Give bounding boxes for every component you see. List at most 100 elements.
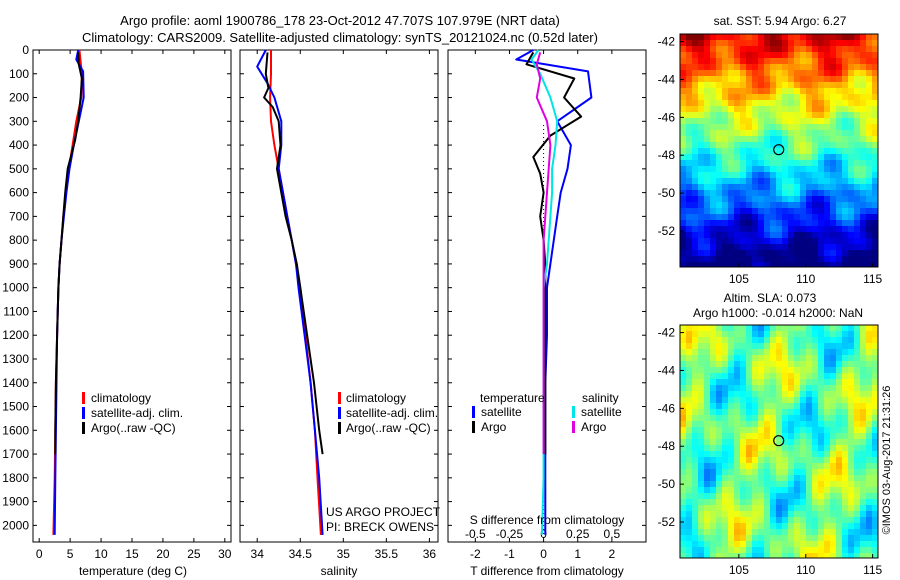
heatmap-cell [866,325,873,332]
heatmap-cell [800,421,807,428]
heatmap-cell [824,469,831,476]
heatmap-cell [746,226,753,233]
heatmap-cell [728,142,735,149]
heatmap-cell [716,487,723,494]
heatmap-cell [740,499,747,506]
heatmap-cell [842,52,849,59]
heatmap-cell [734,70,741,77]
heatmap-cell [740,244,747,251]
heatmap-cell [806,196,813,203]
heatmap-cell [692,124,699,131]
heatmap-cell [872,178,878,185]
heatmap-cell [782,238,789,245]
heatmap-cell [710,415,717,422]
heatmap-cell [812,202,819,209]
heatmap-cell [758,64,765,71]
heatmap-cell [710,535,717,542]
heatmap-cell [824,547,831,554]
heatmap-cell [764,154,771,161]
heatmap-cell [692,166,699,173]
heatmap-cell [818,214,825,221]
heatmap-cell [776,439,783,446]
heatmap-cell [710,403,717,410]
heatmap-cell [692,541,699,548]
heatmap-cell [806,433,813,440]
heatmap-cell [740,547,747,554]
heatmap-cell [776,463,783,470]
heatmap-cell [698,76,705,83]
heatmap-cell [860,517,867,524]
heatmap-cell [848,208,855,215]
heatmap-cell [782,451,789,458]
heatmap-cell [752,160,759,167]
heatmap-cell [824,391,831,398]
heatmap-cell [854,172,861,179]
heatmap-cell [812,481,819,488]
heatmap-cell [830,34,837,41]
heatmap-cell [698,361,705,368]
heatmap-cell [698,166,705,173]
heatmap-cell [788,184,795,191]
heatmap-cell [866,379,873,386]
heatmap-cell [704,433,711,440]
legend-heading-salinity: salinity [582,391,619,405]
heatmap-cell [824,178,831,185]
heatmap-cell [836,82,843,89]
heatmap-cell [692,118,699,125]
heatmap-cell [836,232,843,239]
heatmap-cell [836,361,843,368]
heatmap-cell [740,553,747,558]
heatmap-cell [710,421,717,428]
heatmap-cell [782,349,789,356]
heatmap-cell [800,118,807,125]
heatmap-cell [704,244,711,251]
heatmap-cell [758,46,765,53]
heatmap-cell [794,166,801,173]
heatmap-cell [824,46,831,53]
heatmap-cell [818,529,825,536]
heatmap-cell [692,148,699,155]
heatmap-cell [818,232,825,239]
heatmap-cell [830,46,837,53]
heatmap-cell [710,106,717,113]
heatmap-cell [854,517,861,524]
heatmap-cell [854,421,861,428]
heatmap-cell [776,349,783,356]
heatmap-cell [764,397,771,404]
heatmap-cell [860,439,867,446]
temperature-legend: climatology satellite-adj. clim. Argo(..… [82,391,183,435]
heatmap-cell [746,232,753,239]
heatmap-cell [764,517,771,524]
heatmap-cell [860,58,867,65]
heatmap-cell [776,547,783,554]
heatmap-cell [836,196,843,203]
depth-tick-label: 0 [22,43,29,57]
heatmap-cell [860,361,867,368]
heatmap-cell [764,481,771,488]
heatmap-cell [716,403,723,410]
heatmap-cell [740,118,747,125]
heatmap-cell [794,337,801,344]
heatmap-cell [860,547,867,554]
heatmap-cell [824,439,831,446]
legend-label-argo: Argo(..raw -QC) [91,421,176,435]
heatmap-cell [782,70,789,77]
heatmap-cell [818,148,825,155]
heatmap-cell [758,409,765,416]
heatmap-cell [698,214,705,221]
heatmap-cell [842,256,849,263]
heatmap-cell [728,511,735,518]
heatmap-cell [830,220,837,227]
heatmap-cell [686,52,693,59]
heatmap-cell [746,100,753,107]
heatmap-cell [830,403,837,410]
heatmap-cell [680,451,687,458]
heatmap-cell [752,469,759,476]
heatmap-cell [824,106,831,113]
heatmap-cell [686,208,693,215]
heatmap-cell [830,232,837,239]
heatmap-cell [728,541,735,548]
map-lon-label: 115 [863,272,882,286]
heatmap-cell [854,88,861,95]
heatmap-cell [854,70,861,77]
